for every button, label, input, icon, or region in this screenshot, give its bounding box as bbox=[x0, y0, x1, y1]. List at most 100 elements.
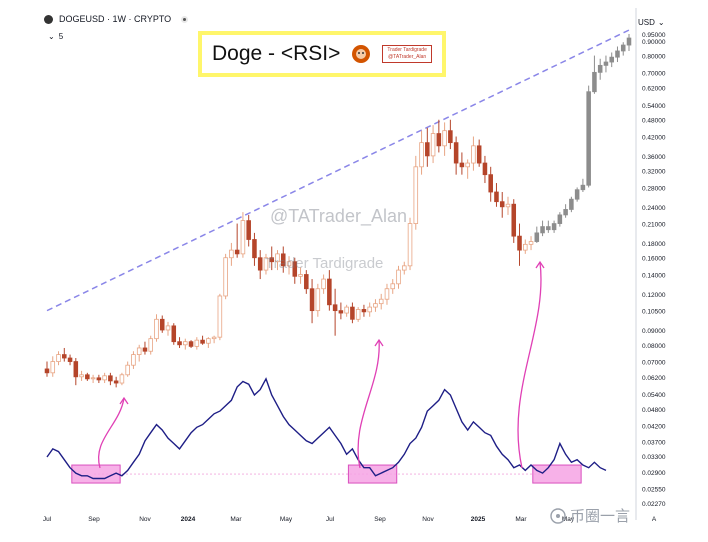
candle-body bbox=[373, 303, 378, 308]
candle-body bbox=[240, 220, 246, 255]
price-tick-label: 0.14000 bbox=[642, 273, 666, 280]
candle-body bbox=[396, 269, 401, 285]
time-tick-label: Jul bbox=[326, 516, 335, 523]
candle-layer bbox=[44, 34, 632, 388]
candle-body bbox=[280, 253, 286, 267]
candle-body bbox=[511, 203, 517, 237]
time-tick-label: Nov bbox=[422, 516, 434, 523]
candle-body bbox=[79, 374, 84, 378]
candle-body bbox=[315, 288, 321, 312]
candle-body bbox=[488, 174, 493, 193]
chevron-down-icon[interactable]: ⌄ bbox=[48, 32, 55, 41]
candle-body bbox=[154, 318, 159, 340]
projected-candle-body bbox=[597, 64, 603, 73]
candle-body bbox=[269, 257, 275, 263]
rsi-highlight-zone bbox=[347, 464, 398, 484]
projected-candle-body bbox=[540, 226, 545, 234]
candle-body bbox=[378, 298, 384, 305]
candle-body bbox=[476, 145, 482, 164]
candle-body bbox=[304, 274, 309, 290]
candle-body bbox=[223, 257, 228, 297]
badge-line-2: @TATrader_Alan bbox=[388, 54, 427, 60]
currency-label[interactable]: USD bbox=[638, 18, 655, 27]
candle-body bbox=[436, 133, 442, 147]
time-tick-label: A bbox=[652, 516, 657, 523]
candle-body bbox=[142, 347, 148, 352]
candle-body bbox=[96, 377, 102, 381]
watermark-brand: Trader Tardigrade bbox=[265, 255, 384, 272]
chevron-down-icon[interactable]: ⌄ bbox=[657, 18, 665, 27]
candle-body bbox=[327, 278, 332, 306]
rsi-highlight-zone bbox=[532, 464, 582, 484]
price-tick-label: 0.08000 bbox=[642, 343, 666, 350]
projected-candle-body bbox=[615, 50, 620, 58]
candle-body bbox=[407, 223, 413, 267]
price-tick-label: 0.24000 bbox=[642, 205, 666, 212]
price-tick-label: 0.04200 bbox=[642, 424, 666, 431]
trendline-layer bbox=[46, 29, 630, 312]
title-banner-inner: Doge - <RSI> Trader Tardigrade @TATrader… bbox=[202, 35, 442, 73]
candle-body bbox=[355, 309, 361, 320]
resistance-trendline bbox=[46, 29, 630, 312]
candle-body bbox=[367, 306, 372, 313]
candle-body bbox=[401, 265, 407, 271]
projected-candle-body bbox=[534, 232, 540, 242]
candle-body bbox=[338, 310, 344, 314]
candle-body bbox=[361, 309, 367, 313]
candle-body bbox=[131, 354, 136, 366]
candle-body bbox=[171, 325, 177, 343]
candle-body bbox=[85, 374, 90, 380]
candle-body bbox=[494, 191, 499, 203]
candle-body bbox=[465, 162, 470, 168]
candle-body bbox=[390, 283, 396, 290]
candle-body bbox=[528, 241, 534, 245]
time-tick-label: Mar bbox=[515, 516, 527, 523]
candle-body bbox=[136, 347, 142, 355]
price-tick-label: 0.42000 bbox=[642, 135, 666, 142]
arrow-head-icon bbox=[119, 396, 129, 405]
coin-logo-icon bbox=[44, 14, 53, 24]
price-tick-label: 0.04800 bbox=[642, 407, 666, 414]
candle-body bbox=[211, 336, 217, 340]
candle-body bbox=[217, 295, 223, 338]
candle-body bbox=[206, 338, 211, 344]
price-tick-label: 0.12000 bbox=[642, 292, 666, 299]
candle-body bbox=[50, 361, 56, 374]
symbol-header[interactable]: DOGEUSD · 1W · CRYPTO bbox=[44, 14, 189, 24]
price-tick-label: 0.80000 bbox=[642, 54, 666, 61]
title-text: Doge - <RSI> bbox=[212, 42, 341, 65]
indicator-collapse-chip[interactable]: ⌄ 5 bbox=[48, 32, 63, 41]
rsi-line bbox=[46, 377, 607, 480]
price-tick-label: 0.09000 bbox=[642, 328, 666, 335]
candle-body bbox=[459, 162, 465, 168]
candle-body bbox=[442, 130, 447, 147]
brand-badge: Trader Tardigrade @TATrader_Alan bbox=[382, 45, 432, 63]
candle-body bbox=[234, 249, 240, 255]
price-tick-label: 0.54000 bbox=[642, 103, 666, 110]
candle-body bbox=[125, 364, 130, 376]
candle-body bbox=[275, 253, 280, 263]
candle-body bbox=[523, 243, 528, 251]
candle-body bbox=[419, 142, 424, 168]
arrow-layer bbox=[97, 260, 545, 469]
arrow-curve bbox=[517, 261, 542, 469]
currency-selector[interactable]: USD ⌄ bbox=[638, 18, 665, 27]
candle-body bbox=[309, 288, 315, 312]
candle-body bbox=[229, 249, 234, 259]
candle-body bbox=[482, 162, 488, 176]
symbol-label[interactable]: DOGEUSD · 1W · CRYPTO bbox=[59, 14, 172, 24]
price-tick-label: 0.06200 bbox=[642, 375, 666, 382]
projected-candle-body bbox=[546, 226, 551, 231]
candle-body bbox=[257, 257, 263, 271]
candle-body bbox=[413, 166, 419, 224]
candle-body bbox=[263, 257, 269, 271]
projected-candle-body bbox=[626, 37, 632, 46]
candle-body bbox=[286, 261, 292, 267]
price-tick-label: 0.16000 bbox=[642, 256, 666, 263]
candle-body bbox=[188, 341, 194, 347]
price-tick-label: 0.07000 bbox=[642, 360, 666, 367]
projected-candle-body bbox=[557, 214, 563, 224]
arrow-head-icon bbox=[535, 260, 545, 269]
price-tick-label: 0.03700 bbox=[642, 440, 666, 447]
